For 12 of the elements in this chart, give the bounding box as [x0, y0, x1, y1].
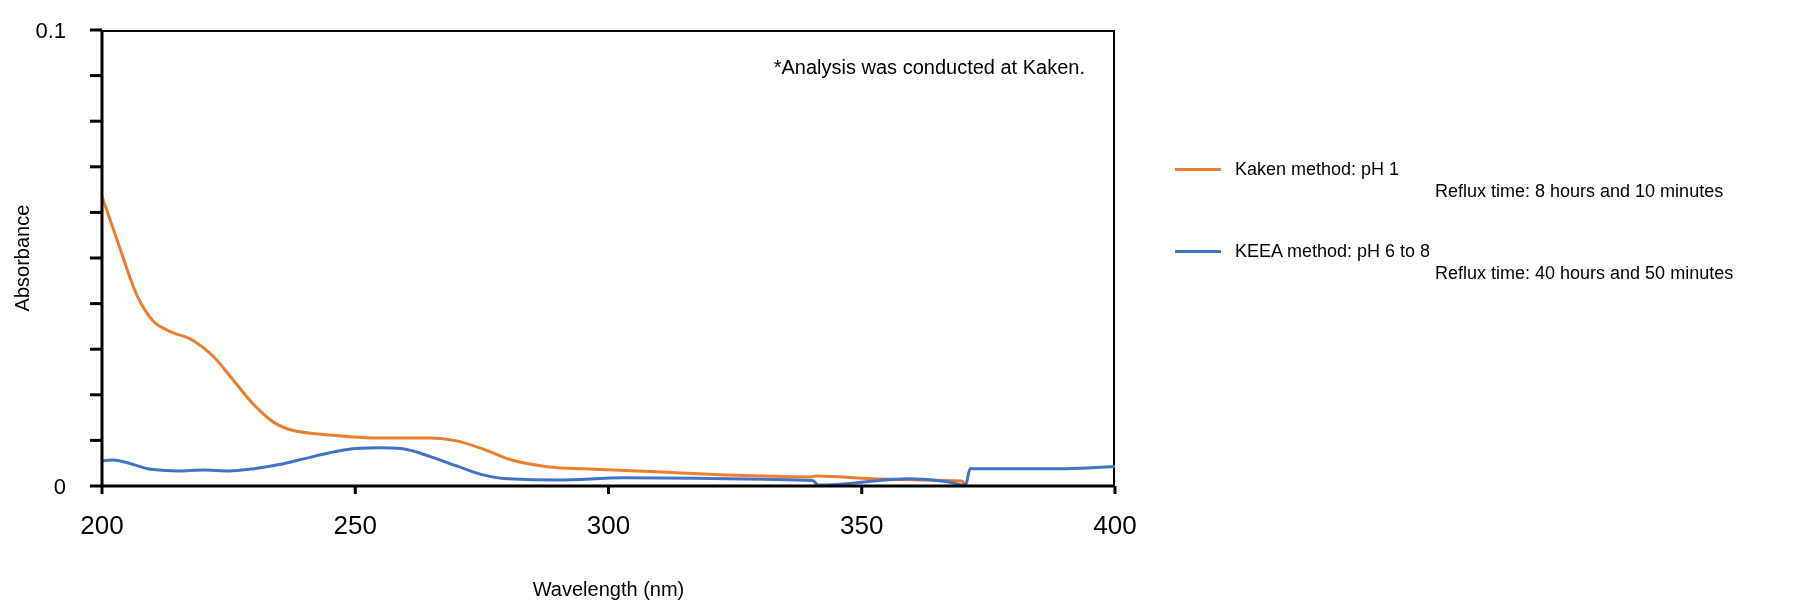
- x-tick-label: 400: [1093, 510, 1137, 541]
- x-tick-label: 300: [586, 510, 631, 541]
- x-tick-label: 250: [333, 510, 377, 541]
- x-tick-label: 200: [80, 510, 124, 541]
- annotation: *Analysis was conducted at Kaken.: [773, 56, 1085, 79]
- legend-label: KEEA method: pH 6 to 8 Reflux time: 40 hours and 50 minutes: [1235, 240, 1734, 284]
- text: Kaken method: pH 1 Reflux time: 8 hours and 10 minutes: [1235, 159, 1724, 201]
- y-axis-title: Absorbance: [11, 204, 34, 312]
- x-axis-title: Wavelength (nm): [532, 578, 685, 600]
- y-tick-label: 0: [53, 473, 66, 499]
- y-tick-label: 0.1: [35, 17, 66, 43]
- x-tick-label: 350: [840, 510, 884, 541]
